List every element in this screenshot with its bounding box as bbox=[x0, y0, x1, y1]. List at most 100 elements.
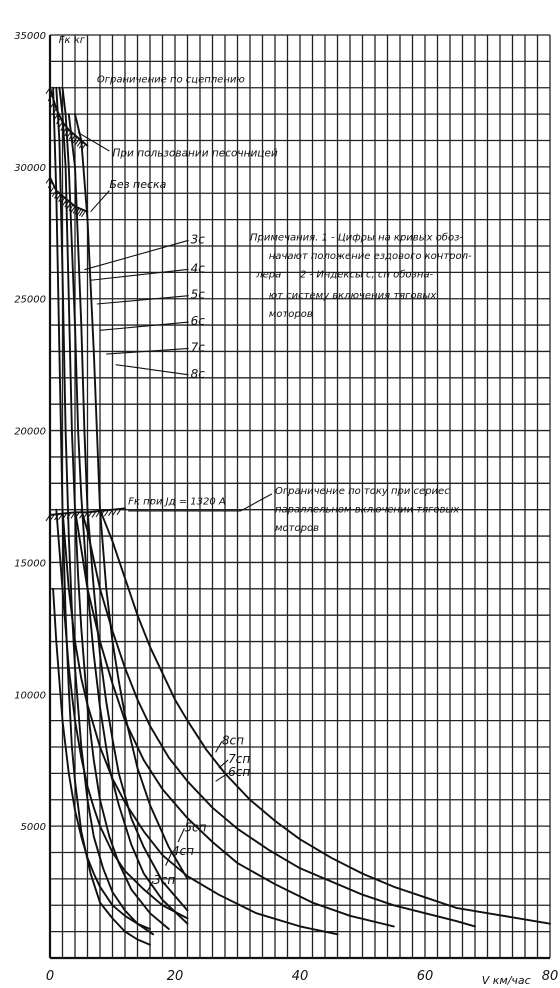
hatch-mark bbox=[54, 513, 59, 521]
hatch-mark bbox=[58, 195, 63, 203]
y-tick-label: 10000 bbox=[14, 690, 46, 701]
hatch-mark bbox=[72, 207, 78, 214]
hatch-mark bbox=[53, 113, 59, 120]
notes-line: моторов bbox=[269, 309, 313, 320]
curve-label-3с: 3с bbox=[191, 232, 206, 246]
leader-5с bbox=[96, 295, 189, 305]
leader-8сп bbox=[215, 741, 223, 753]
curve-6сп bbox=[74, 508, 395, 928]
x-tick-label: 0 bbox=[46, 969, 54, 984]
x-tick-label: 40 bbox=[292, 969, 309, 984]
limit-label-current: моторов bbox=[275, 523, 319, 534]
curve-label-3сп: 3сп bbox=[153, 873, 175, 887]
hatch-mark bbox=[78, 209, 84, 217]
x-tick-label: 20 bbox=[167, 969, 184, 984]
hatch-mark bbox=[95, 510, 101, 518]
leader-8с bbox=[115, 364, 189, 376]
limit-adhesion-sand bbox=[49, 86, 89, 147]
hatch-mark bbox=[70, 206, 76, 213]
hatch-mark bbox=[74, 207, 80, 215]
hatch-mark bbox=[60, 197, 66, 204]
hatch-mark bbox=[53, 192, 59, 199]
leader-7сп bbox=[218, 759, 229, 769]
y-tick-label: 15000 bbox=[14, 558, 46, 569]
hatch-mark bbox=[70, 512, 76, 519]
x-axis-label: V км/час bbox=[482, 974, 531, 987]
notes-line: Примечания. 1 - Цифры на кривых обоз- bbox=[250, 232, 463, 244]
leader-5сп bbox=[177, 828, 185, 843]
hatch-mark bbox=[60, 124, 66, 131]
hatch-mark bbox=[83, 512, 88, 519]
curve-label-6сп: 6сп bbox=[228, 765, 250, 779]
hatch-mark bbox=[47, 181, 53, 189]
leader-sand bbox=[77, 132, 110, 152]
limit-label-adhesion: Ограничение по сцеплению bbox=[97, 74, 245, 85]
x-tick-label: 80 bbox=[542, 969, 559, 984]
hatch-mark bbox=[45, 87, 51, 95]
leader-3с bbox=[84, 239, 189, 271]
curve-label-4с: 4с bbox=[191, 261, 206, 275]
hatch-mark bbox=[64, 200, 70, 208]
y-axis-label: Fк кг bbox=[59, 35, 86, 46]
curve-label-5с: 5с bbox=[191, 288, 206, 302]
hatch-mark bbox=[72, 136, 78, 144]
curve-label-8с: 8с bbox=[191, 367, 206, 381]
hatch-mark bbox=[99, 510, 105, 517]
curve-8с bbox=[74, 113, 189, 880]
hatch-mark bbox=[51, 108, 57, 116]
hatch-mark bbox=[66, 202, 72, 210]
hatch-mark bbox=[51, 190, 57, 197]
curve-label-6с: 6с bbox=[191, 314, 206, 328]
limit-label-current: Ограничение по току при сериес bbox=[275, 486, 450, 497]
curve-5сп bbox=[61, 508, 339, 936]
curve-label-7с: 7с bbox=[191, 340, 206, 354]
leader-6с bbox=[99, 321, 189, 331]
hatch-mark bbox=[58, 121, 63, 129]
notes-line: 2 - Индексы с, сп обозна- bbox=[300, 269, 433, 281]
curve-label-5сп: 5сп bbox=[184, 820, 206, 834]
curve-8сп bbox=[99, 508, 551, 925]
hatch-mark bbox=[49, 101, 55, 109]
hatch-mark bbox=[62, 512, 68, 520]
hatch-mark bbox=[47, 94, 53, 102]
y-tick-label: 5000 bbox=[21, 822, 46, 833]
hatch-mark bbox=[79, 512, 84, 519]
hatch-mark bbox=[49, 186, 55, 193]
hatch-mark bbox=[108, 509, 113, 516]
hatch-mark bbox=[62, 127, 68, 134]
hatch-mark bbox=[68, 133, 74, 140]
curve-7с bbox=[67, 113, 189, 912]
curve-3с bbox=[52, 86, 151, 946]
y-tick-label: 30000 bbox=[14, 163, 46, 174]
curve-3сп bbox=[52, 587, 151, 930]
hatch-mark bbox=[66, 131, 72, 139]
curve-7сп bbox=[80, 508, 476, 928]
curve-label-7сп: 7сп bbox=[228, 752, 250, 766]
hatch-mark bbox=[74, 512, 80, 519]
curve-4сп bbox=[55, 508, 189, 920]
curve-6с bbox=[61, 86, 189, 925]
notes-line: лера bbox=[255, 270, 281, 281]
curve-label-4сп: 4сп bbox=[172, 844, 194, 858]
hatch-mark bbox=[45, 177, 51, 184]
hatch-mark bbox=[66, 512, 72, 520]
hatch-mark bbox=[56, 117, 61, 125]
hatch-mark bbox=[81, 143, 86, 151]
current-label-leader bbox=[240, 493, 273, 512]
leader-3сп bbox=[146, 880, 154, 893]
limit-label-sand: При пользовании песочницей bbox=[113, 147, 278, 159]
limit-label-nosand: Без песка bbox=[109, 178, 166, 191]
hatch-mark bbox=[58, 513, 63, 520]
limit-label-current: параллельном включении тяговых bbox=[275, 504, 459, 515]
leader-nosand bbox=[90, 190, 110, 213]
chart-labels: 0 20 40 60 80 5000 10000 15000 20000 25000 30000 35… bbox=[14, 31, 558, 987]
hatch-mark bbox=[74, 138, 80, 146]
leader-4сп bbox=[165, 851, 173, 866]
hatch-mark bbox=[91, 511, 97, 518]
hatch-mark bbox=[116, 508, 122, 516]
chart-notes: Примечания. 1 - Цифры на кривых обоз-нач… bbox=[250, 232, 472, 320]
curve-label-8сп: 8сп bbox=[222, 733, 244, 747]
hatch-mark bbox=[78, 142, 84, 149]
leader-4с bbox=[90, 268, 189, 281]
